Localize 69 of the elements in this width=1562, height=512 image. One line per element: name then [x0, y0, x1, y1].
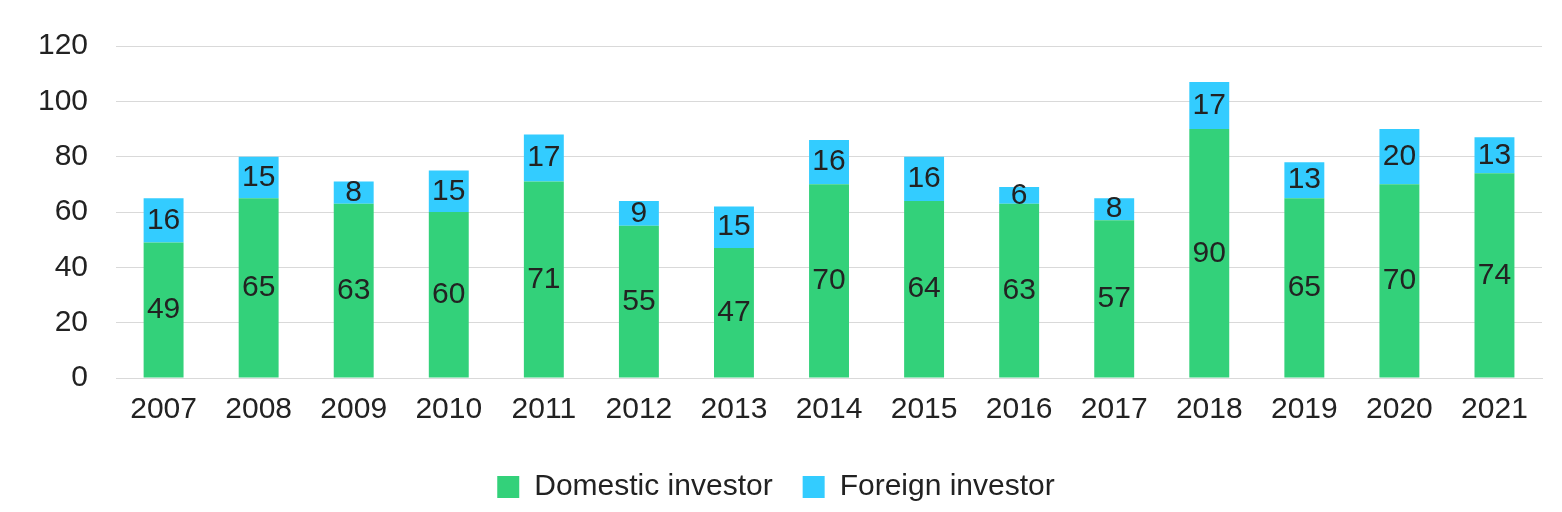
- data-label: 15: [717, 208, 751, 242]
- x-tick-label: 2021: [1461, 391, 1528, 425]
- data-label: 74: [1477, 256, 1512, 290]
- bar: [809, 184, 849, 378]
- data-label: 49: [146, 291, 181, 325]
- data-label: 70: [812, 262, 846, 296]
- data-label: 63: [337, 271, 371, 305]
- x-tick-label: 2016: [985, 391, 1053, 425]
- x-tick-label: 2012: [605, 391, 673, 425]
- data-label: 65: [1287, 269, 1322, 303]
- data-label: 15: [432, 172, 466, 206]
- data-label: 55: [622, 282, 656, 316]
- x-tick-label: 2014: [795, 391, 863, 425]
- y-tick-label: 100: [37, 82, 89, 116]
- data-label: 13: [1477, 136, 1512, 170]
- x-tick-label: 2010: [415, 391, 483, 425]
- data-label: 63: [1002, 271, 1036, 305]
- x-tick-label: 2011: [511, 391, 577, 425]
- bar: [904, 200, 945, 378]
- data-label: 8: [1105, 190, 1123, 224]
- x-tick-label: 2009: [320, 391, 388, 425]
- y-tick-label: 20: [54, 303, 89, 337]
- data-label: 17: [527, 139, 561, 173]
- bar: [143, 242, 184, 378]
- data-label: 13: [1287, 161, 1322, 195]
- bar: [1379, 184, 1420, 378]
- y-tick-label: 80: [54, 137, 89, 171]
- x-tick-label: 2020: [1366, 391, 1433, 425]
- data-label: 47: [717, 294, 751, 327]
- bar: [523, 181, 564, 378]
- y-tick-label: 40: [54, 248, 89, 282]
- x-tick-label: 2018: [1175, 391, 1243, 425]
- data-label: 16: [907, 160, 941, 194]
- data-label: 64: [907, 270, 941, 304]
- data-label: 90: [1192, 234, 1226, 268]
- data-label: 8: [345, 173, 363, 207]
- x-tick-label: 2019: [1270, 391, 1338, 425]
- bar: [428, 212, 469, 378]
- y-tick-label: 120: [37, 27, 89, 61]
- x-tick-label: 2017: [1080, 391, 1148, 425]
- bar: [1189, 129, 1230, 378]
- bar: [1284, 198, 1325, 378]
- x-tick-label: 2008: [225, 391, 293, 425]
- x-tick-label: 2007: [130, 391, 197, 425]
- data-label: 15: [241, 158, 276, 192]
- y-tick-label: 0: [71, 359, 89, 393]
- bar: [999, 203, 1040, 378]
- data-label: 16: [812, 143, 846, 177]
- data-label: 16: [146, 201, 181, 235]
- legend-label: Domestic investor: [534, 468, 773, 502]
- bar: [333, 203, 374, 378]
- x-tick-label: 2013: [700, 391, 768, 425]
- bar: [1094, 220, 1135, 378]
- data-label: 17: [1192, 86, 1226, 120]
- data-label: 71: [527, 260, 561, 294]
- data-label: 70: [1382, 262, 1417, 296]
- data-label: 9: [630, 194, 648, 228]
- data-label: 65: [241, 269, 276, 303]
- y-tick-label: 60: [54, 193, 89, 227]
- legend-label: Foreign investor: [839, 468, 1055, 502]
- data-label: 20: [1382, 137, 1417, 171]
- bar: [238, 198, 279, 378]
- bar: [618, 225, 659, 378]
- bar: [1474, 173, 1515, 378]
- data-label: 60: [432, 276, 466, 310]
- bar: [714, 247, 754, 378]
- x-tick-label: 2015: [890, 391, 958, 425]
- data-label: 57: [1097, 280, 1131, 314]
- data-label: 6: [1010, 176, 1028, 210]
